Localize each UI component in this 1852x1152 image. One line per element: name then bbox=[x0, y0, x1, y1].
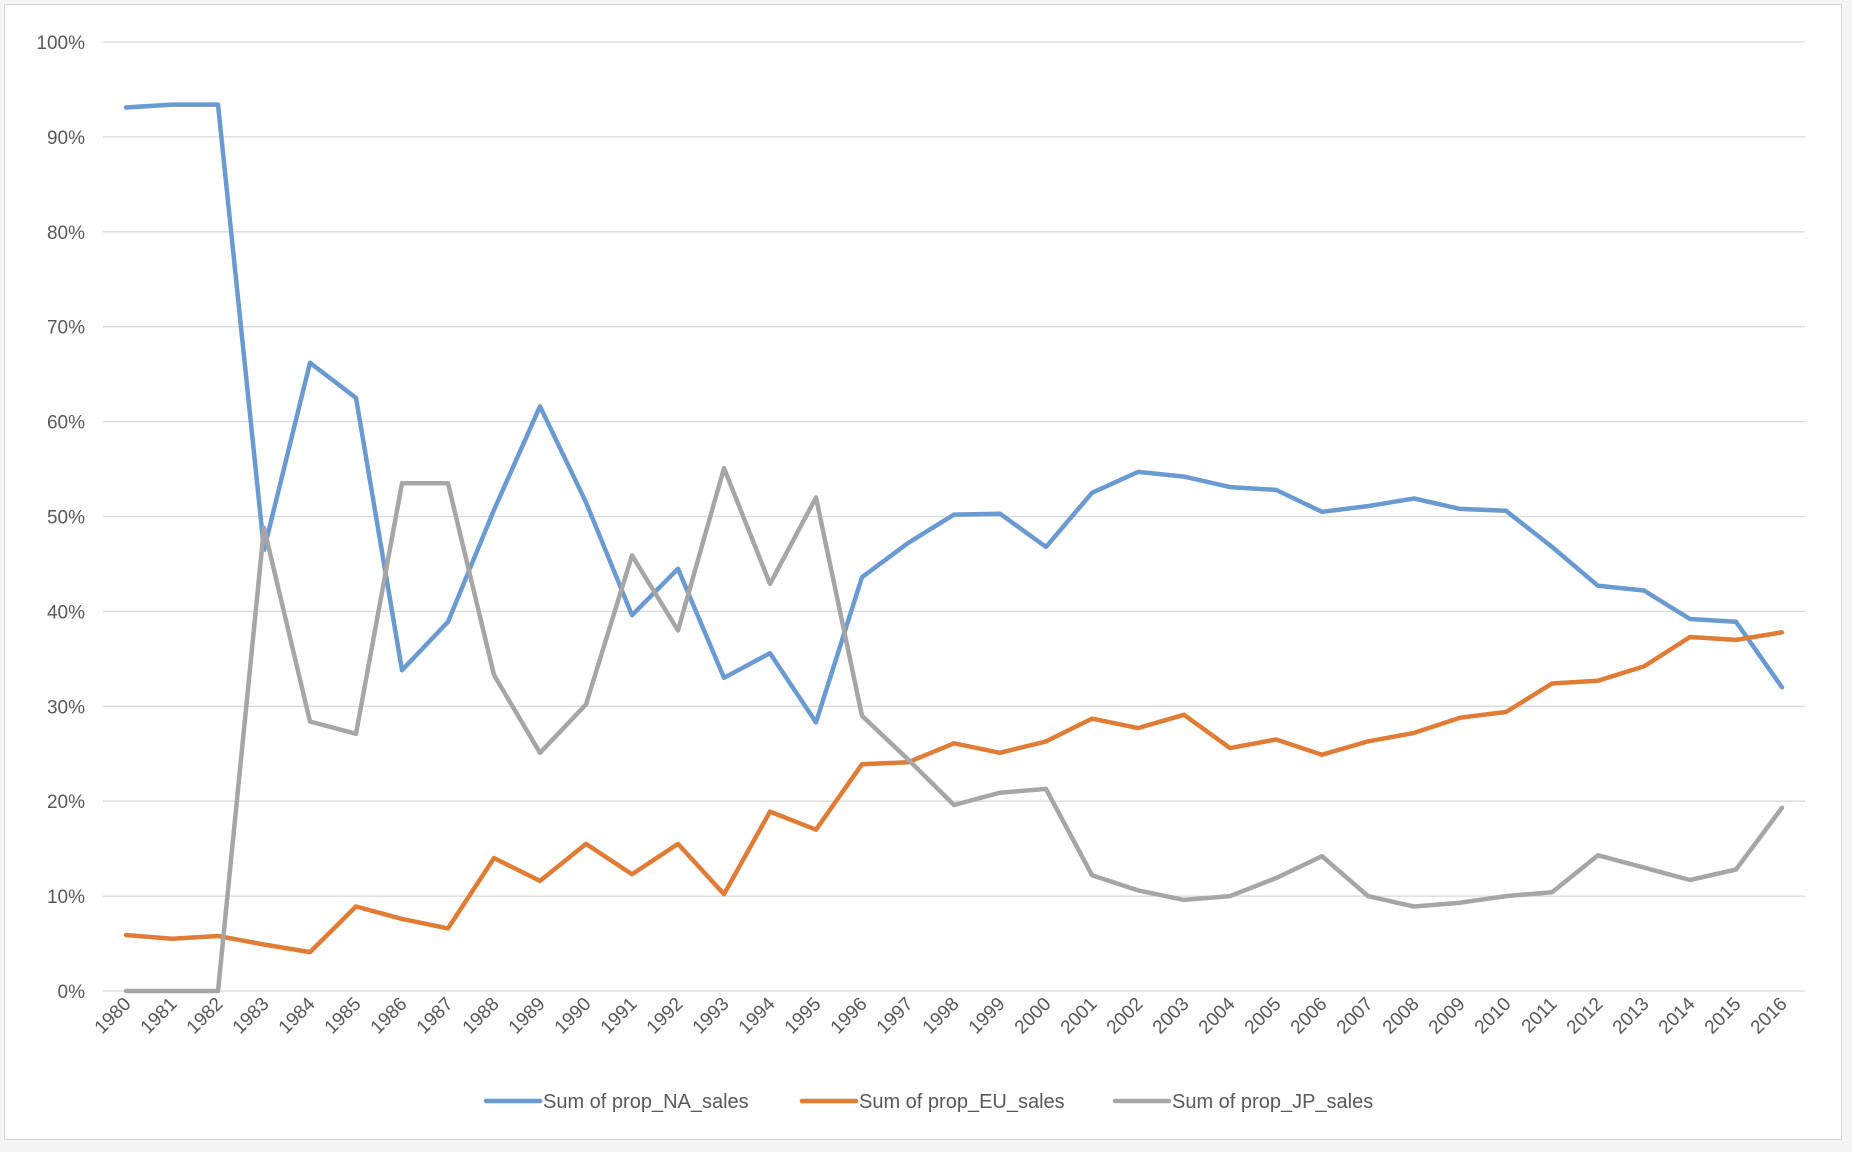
series-line-0 bbox=[123, 102, 1785, 725]
y-tick-label: 50% bbox=[47, 508, 85, 529]
x-tick-label: 2001 bbox=[1057, 994, 1102, 1039]
x-tick-label: 1995 bbox=[781, 994, 826, 1039]
x-tick-label: 2011 bbox=[1518, 994, 1562, 1038]
y-tick-label: 20% bbox=[47, 792, 85, 813]
y-tick-label: 30% bbox=[47, 697, 85, 718]
x-tick-label: 1987 bbox=[413, 994, 458, 1039]
x-tick-label: 2016 bbox=[1747, 994, 1792, 1039]
x-tick-label: 1991 bbox=[597, 994, 642, 1039]
x-tick-label: 1981 bbox=[137, 994, 182, 1039]
x-tick-label: 1994 bbox=[735, 993, 780, 1038]
x-tick-label: 2015 bbox=[1701, 994, 1746, 1039]
x-tick-label: 1999 bbox=[965, 994, 1010, 1039]
y-tick-label: 60% bbox=[47, 413, 85, 434]
legend-label-1: Sum of prop_EU_sales bbox=[859, 1091, 1065, 1113]
x-tick-label: 1985 bbox=[321, 994, 366, 1039]
x-tick-label: 2014 bbox=[1655, 993, 1700, 1038]
x-tick-label: 1990 bbox=[551, 994, 596, 1039]
x-tick-label: 2002 bbox=[1103, 994, 1148, 1039]
x-tick-label: 2007 bbox=[1333, 994, 1378, 1039]
x-tick-label: 2004 bbox=[1195, 993, 1240, 1038]
x-tick-label: 1992 bbox=[643, 994, 688, 1039]
y-tick-label: 0% bbox=[58, 982, 86, 1003]
x-tick-label: 1986 bbox=[367, 994, 412, 1039]
y-axis-tick-labels: 0% 10% 20% 30% 40% 50% 60% 70% 80% 90% 100% bbox=[36, 33, 85, 1003]
legend-label-0: Sum of prop_NA_sales bbox=[543, 1091, 749, 1113]
x-tick-label: 1993 bbox=[689, 994, 734, 1039]
x-axis-tick-labels: 1980 1981 1982 1983 1984 1985 1986 1987 1988 1989… bbox=[91, 993, 1792, 1038]
x-tick-label: 2005 bbox=[1241, 994, 1286, 1039]
x-tick-label: 2010 bbox=[1471, 994, 1516, 1039]
chart-frame: 0% 10% 20% 30% 40% 50% 60% 70% 80% 90% 100% 1980 19… bbox=[4, 4, 1842, 1140]
x-tick-label: 1997 bbox=[873, 994, 918, 1039]
x-tick-label: 2012 bbox=[1563, 994, 1608, 1039]
x-tick-label: 2008 bbox=[1379, 994, 1424, 1039]
x-tick-label: 1988 bbox=[459, 994, 504, 1039]
x-tick-label: 1996 bbox=[827, 994, 872, 1039]
y-tick-label: 10% bbox=[47, 887, 85, 908]
y-tick-label: 40% bbox=[47, 602, 85, 623]
x-tick-label: 1984 bbox=[275, 993, 320, 1038]
x-tick-label: 1989 bbox=[505, 994, 550, 1039]
x-tick-label: 1983 bbox=[229, 994, 274, 1039]
y-tick-label: 70% bbox=[47, 318, 85, 339]
x-tick-label: 2003 bbox=[1149, 994, 1194, 1039]
series-lines bbox=[123, 102, 1785, 994]
x-tick-label: 1980 bbox=[91, 994, 136, 1039]
line-chart: 0%10%20%30%40%50%60%70%80%90%100% 1980 19… bbox=[36, 33, 1805, 1113]
x-tick-label: 2000 bbox=[1011, 994, 1056, 1039]
legend-label-2: Sum of prop_JP_sales bbox=[1172, 1091, 1373, 1113]
y-tick-label: 90% bbox=[47, 128, 85, 149]
x-tick-label: 1998 bbox=[919, 994, 964, 1039]
y-tick-label: 100% bbox=[36, 33, 85, 54]
y-tick-label: 80% bbox=[47, 223, 85, 244]
x-tick-label: 2013 bbox=[1609, 994, 1654, 1039]
series-line-1 bbox=[123, 630, 1785, 955]
x-tick-label: 2006 bbox=[1287, 994, 1332, 1039]
legend: Sum of prop_NA_sales Sum of prop_EU_sales… bbox=[483, 1091, 1373, 1113]
x-tick-label: 2009 bbox=[1425, 994, 1470, 1039]
x-tick-label: 1982 bbox=[183, 994, 228, 1039]
series-line-2 bbox=[123, 465, 1785, 994]
